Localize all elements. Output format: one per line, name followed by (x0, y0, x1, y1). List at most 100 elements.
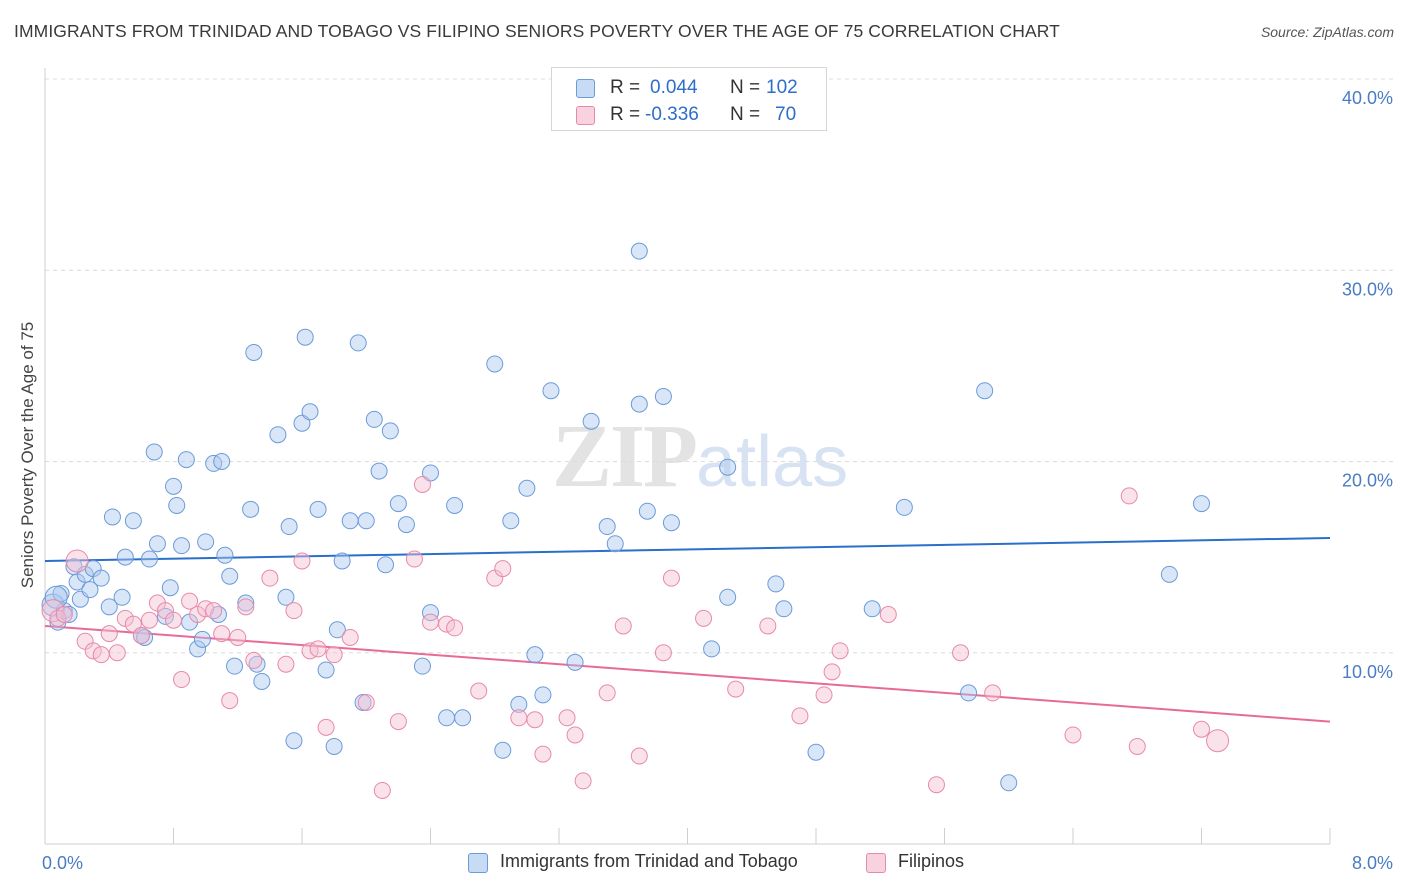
point-trinidad (52, 584, 70, 602)
point-filipinos (65, 549, 89, 573)
point-trinidad (168, 496, 186, 514)
point-trinidad (156, 607, 174, 625)
point-filipinos (100, 625, 118, 643)
point-filipinos (662, 569, 680, 587)
point-filipinos (654, 644, 672, 662)
x-min-label: 0.0% (42, 853, 83, 873)
point-trinidad (377, 556, 395, 574)
point-filipinos (285, 602, 303, 620)
source-label: Source: ZipAtlas.com (1260, 24, 1394, 40)
correlation-legend: R = 0.044 N = 102 R = -0.336 N = 70 (551, 67, 827, 131)
point-trinidad (349, 334, 367, 352)
point-trinidad (719, 588, 737, 606)
point-trinidad (662, 514, 680, 532)
point-trinidad (161, 579, 179, 597)
point-filipinos (413, 475, 431, 493)
point-filipinos (165, 611, 182, 629)
point-trinidad (113, 588, 131, 606)
axis-labels: 10.0% 20.0% 30.0% 40.0% 0.0% 8.0% Seniors Pove… (18, 88, 1393, 873)
point-filipinos (470, 682, 488, 700)
x-max-label: 8.0% (1352, 853, 1393, 873)
series-label: Immigrants from Trinidad and Tobago (500, 851, 798, 871)
axes (44, 68, 1331, 845)
point-filipinos (229, 628, 247, 646)
point-filipinos (630, 747, 648, 765)
point-trinidad (534, 686, 552, 704)
point-trinidad (280, 518, 298, 536)
legend-row-series2: R = -0.336 N = 70 (552, 101, 826, 129)
point-trinidad (357, 512, 375, 530)
legend-n-value: 102 (766, 77, 798, 98)
point-filipinos (173, 671, 191, 689)
point-filipinos (140, 611, 158, 629)
legend-n-label: N = (730, 104, 761, 125)
point-trinidad (81, 581, 99, 599)
gridlines (45, 78, 1393, 654)
point-trinidad (60, 606, 78, 623)
point-trinidad (389, 495, 407, 513)
point-trinidad (226, 657, 244, 675)
point-trinidad (285, 732, 303, 750)
point-trinidad (253, 672, 271, 690)
point-filipinos (373, 781, 391, 799)
point-trinidad (767, 575, 785, 593)
legend-swatch-pink (576, 106, 595, 125)
point-filipinos (952, 644, 970, 662)
point-trinidad (976, 382, 994, 400)
point-trinidad (502, 512, 520, 530)
watermark-zip: ZIP (552, 407, 698, 506)
point-filipinos (277, 655, 295, 673)
point-trinidad (566, 653, 584, 671)
point-trinidad (242, 500, 260, 518)
point-trinidad (309, 500, 327, 518)
point-filipinos (293, 552, 311, 570)
legend-row-series1: R = 0.044 N = 102 (552, 74, 826, 102)
point-trinidad (277, 588, 295, 606)
point-trinidad (606, 535, 624, 553)
point-trinidad (719, 458, 737, 476)
legend-n-value: 70 (775, 104, 797, 125)
point-trinidad (486, 355, 504, 373)
point-filipinos (614, 617, 632, 635)
point-filipinos (84, 642, 102, 660)
point-trinidad (103, 508, 121, 526)
point-trinidad (1193, 495, 1210, 513)
point-trinidad (245, 343, 263, 361)
point-filipinos (1193, 720, 1210, 738)
point-filipinos (1206, 729, 1230, 753)
legend-r-label: R = (610, 77, 641, 98)
point-trinidad (703, 640, 721, 658)
point-filipinos (237, 598, 255, 616)
point-filipinos (759, 617, 777, 635)
point-filipinos (309, 640, 327, 658)
y-tick-label: 20.0% (1342, 471, 1393, 491)
point-trinidad (44, 585, 68, 609)
point-filipinos (181, 592, 199, 610)
point-filipinos (317, 718, 335, 736)
point-filipinos (1128, 737, 1146, 755)
point-trinidad (100, 598, 118, 616)
point-filipinos (598, 684, 616, 702)
point-filipinos (92, 646, 110, 664)
y-tick-label: 40.0% (1342, 88, 1393, 108)
point-trinidad (518, 479, 536, 497)
point-trinidad (140, 550, 158, 568)
point-trinidad (221, 567, 239, 585)
point-filipinos (213, 625, 231, 643)
point-filipinos (566, 726, 584, 744)
series-legend: Immigrants from Trinidad and Tobago Fili… (0, 851, 1406, 879)
point-filipinos (494, 560, 512, 578)
point-trinidad (960, 684, 978, 702)
point-filipinos (1064, 726, 1082, 744)
point-filipinos (438, 615, 456, 633)
point-trinidad (422, 604, 439, 622)
point-trinidad (630, 395, 648, 413)
point-trinidad (333, 552, 351, 570)
point-filipinos (261, 569, 279, 587)
point-trinidad (189, 640, 207, 658)
point-filipinos (325, 646, 343, 664)
point-trinidad (269, 426, 287, 444)
point-trinidad (216, 546, 234, 564)
legend-r-label: R = (610, 104, 641, 125)
point-trinidad (526, 646, 544, 664)
